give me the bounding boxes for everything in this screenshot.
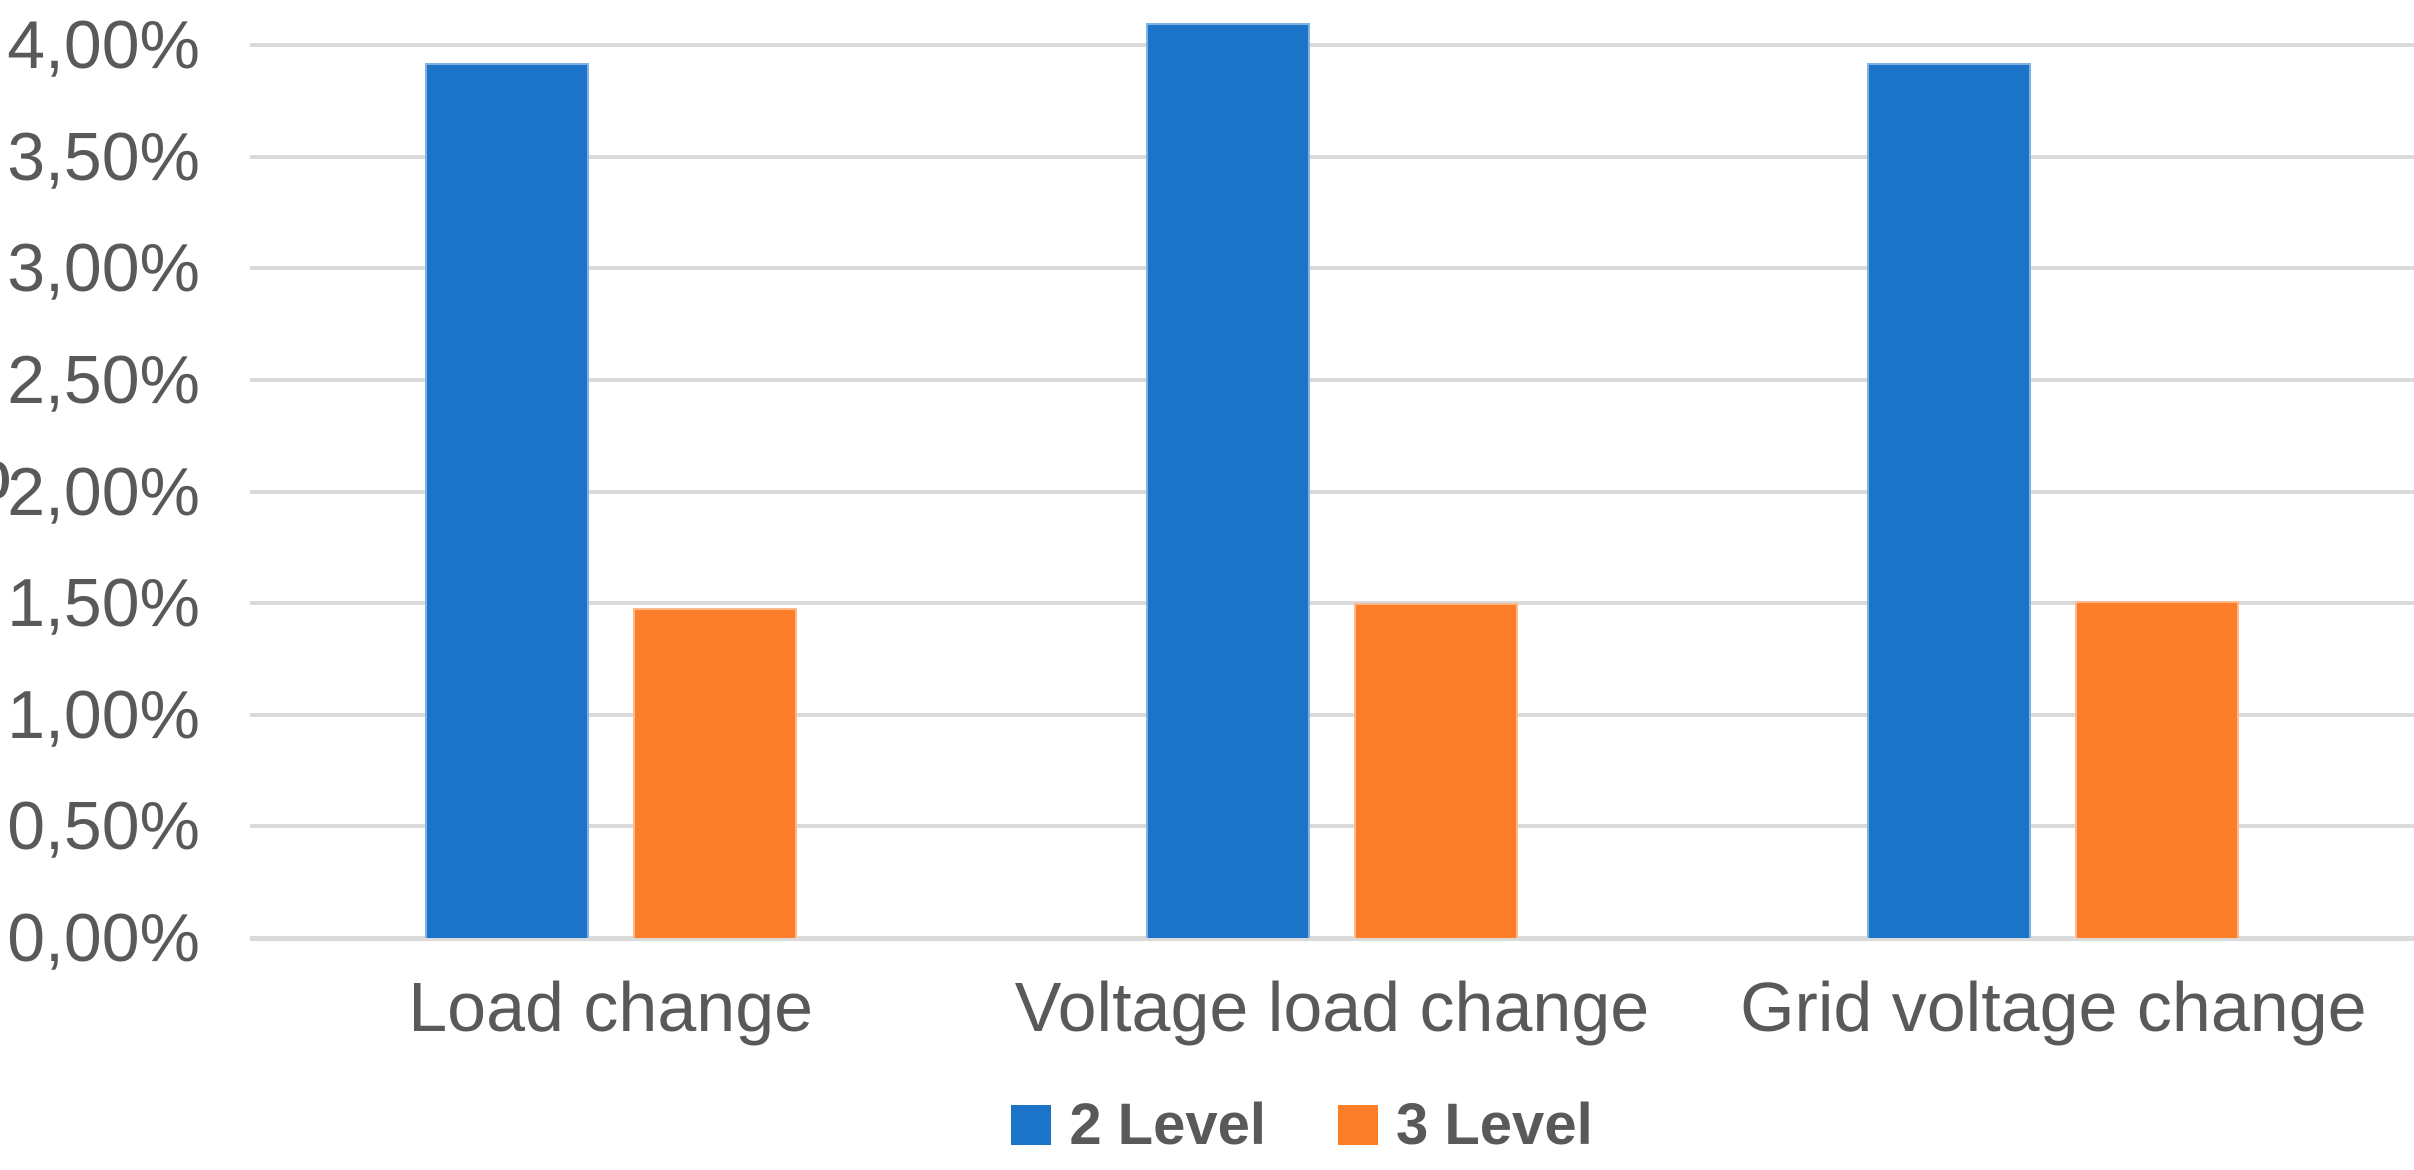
gridline [250, 489, 2414, 494]
bar-3-level [632, 608, 797, 938]
legend-item: 3 Level [1338, 1096, 1593, 1154]
bar-3-level [1353, 603, 1518, 938]
legend-swatch-icon [1011, 1105, 1052, 1145]
bar-group [1693, 63, 2414, 938]
y-axis-tick-label: 2,50% [7, 341, 200, 418]
x-axis-baseline [250, 936, 2414, 941]
bar-group [250, 63, 971, 938]
x-axis-category-label: Grid voltage change [1740, 968, 2367, 1046]
bar-2-level [1867, 63, 2032, 938]
clipped-y-axis-label-fragment [0, 462, 9, 498]
gridline [250, 824, 2414, 829]
legend: 2 Level 3 Level [220, 1096, 2384, 1154]
gridline [250, 601, 2414, 606]
y-axis-tick-label: 3,50% [7, 118, 200, 195]
gridline [250, 43, 2414, 47]
legend-item: 2 Level [1011, 1096, 1266, 1154]
bar-group [971, 23, 1692, 938]
y-axis-tick-label: 0,50% [7, 788, 200, 865]
legend-swatch-icon [1338, 1105, 1378, 1145]
gridline [250, 266, 2414, 271]
gridline [250, 377, 2414, 382]
bar-2-level [424, 63, 589, 938]
x-axis-category-label: Voltage load change [1014, 968, 1650, 1046]
bar-2-level [1145, 23, 1310, 938]
x-axis-category-label: Load change [408, 968, 814, 1046]
gridline [250, 154, 2414, 159]
legend-label: 3 Level [1396, 1092, 1593, 1157]
y-axis-tick-label: 2,00% [7, 453, 200, 530]
y-axis-tick-label: 1,00% [7, 676, 200, 753]
y-axis-tick-label: 3,00% [7, 230, 200, 307]
y-axis-tick-label: 0,00% [7, 900, 200, 976]
gridline [250, 712, 2414, 717]
y-axis-tick-label: 4,00% [7, 7, 200, 83]
legend-label: 2 Level [1069, 1092, 1266, 1157]
y-axis-tick-label: 1,50% [7, 565, 200, 642]
bar-3-level [2075, 601, 2240, 938]
